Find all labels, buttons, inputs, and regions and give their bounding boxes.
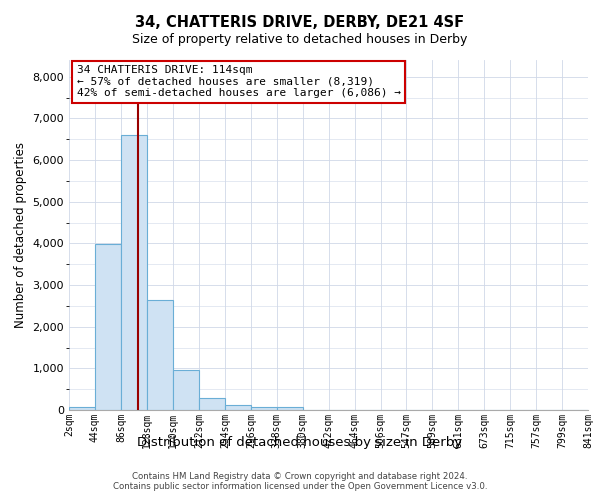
Bar [199,398,225,410]
Bar [277,407,303,410]
Bar [251,407,277,410]
Text: 34, CHATTERIS DRIVE, DERBY, DE21 4SF: 34, CHATTERIS DRIVE, DERBY, DE21 4SF [136,15,464,30]
Y-axis label: Number of detached properties: Number of detached properties [14,142,27,328]
Bar [173,370,199,410]
Bar [95,244,121,410]
Bar [225,405,251,410]
Bar [121,135,147,410]
Bar [69,407,95,410]
Text: Contains HM Land Registry data © Crown copyright and database right 2024.: Contains HM Land Registry data © Crown c… [132,472,468,481]
Bar [147,300,173,410]
Text: 34 CHATTERIS DRIVE: 114sqm
← 57% of detached houses are smaller (8,319)
42% of s: 34 CHATTERIS DRIVE: 114sqm ← 57% of deta… [77,66,401,98]
Text: Contains public sector information licensed under the Open Government Licence v3: Contains public sector information licen… [113,482,487,491]
Text: Distribution of detached houses by size in Derby: Distribution of detached houses by size … [137,436,463,449]
Text: Size of property relative to detached houses in Derby: Size of property relative to detached ho… [133,32,467,46]
